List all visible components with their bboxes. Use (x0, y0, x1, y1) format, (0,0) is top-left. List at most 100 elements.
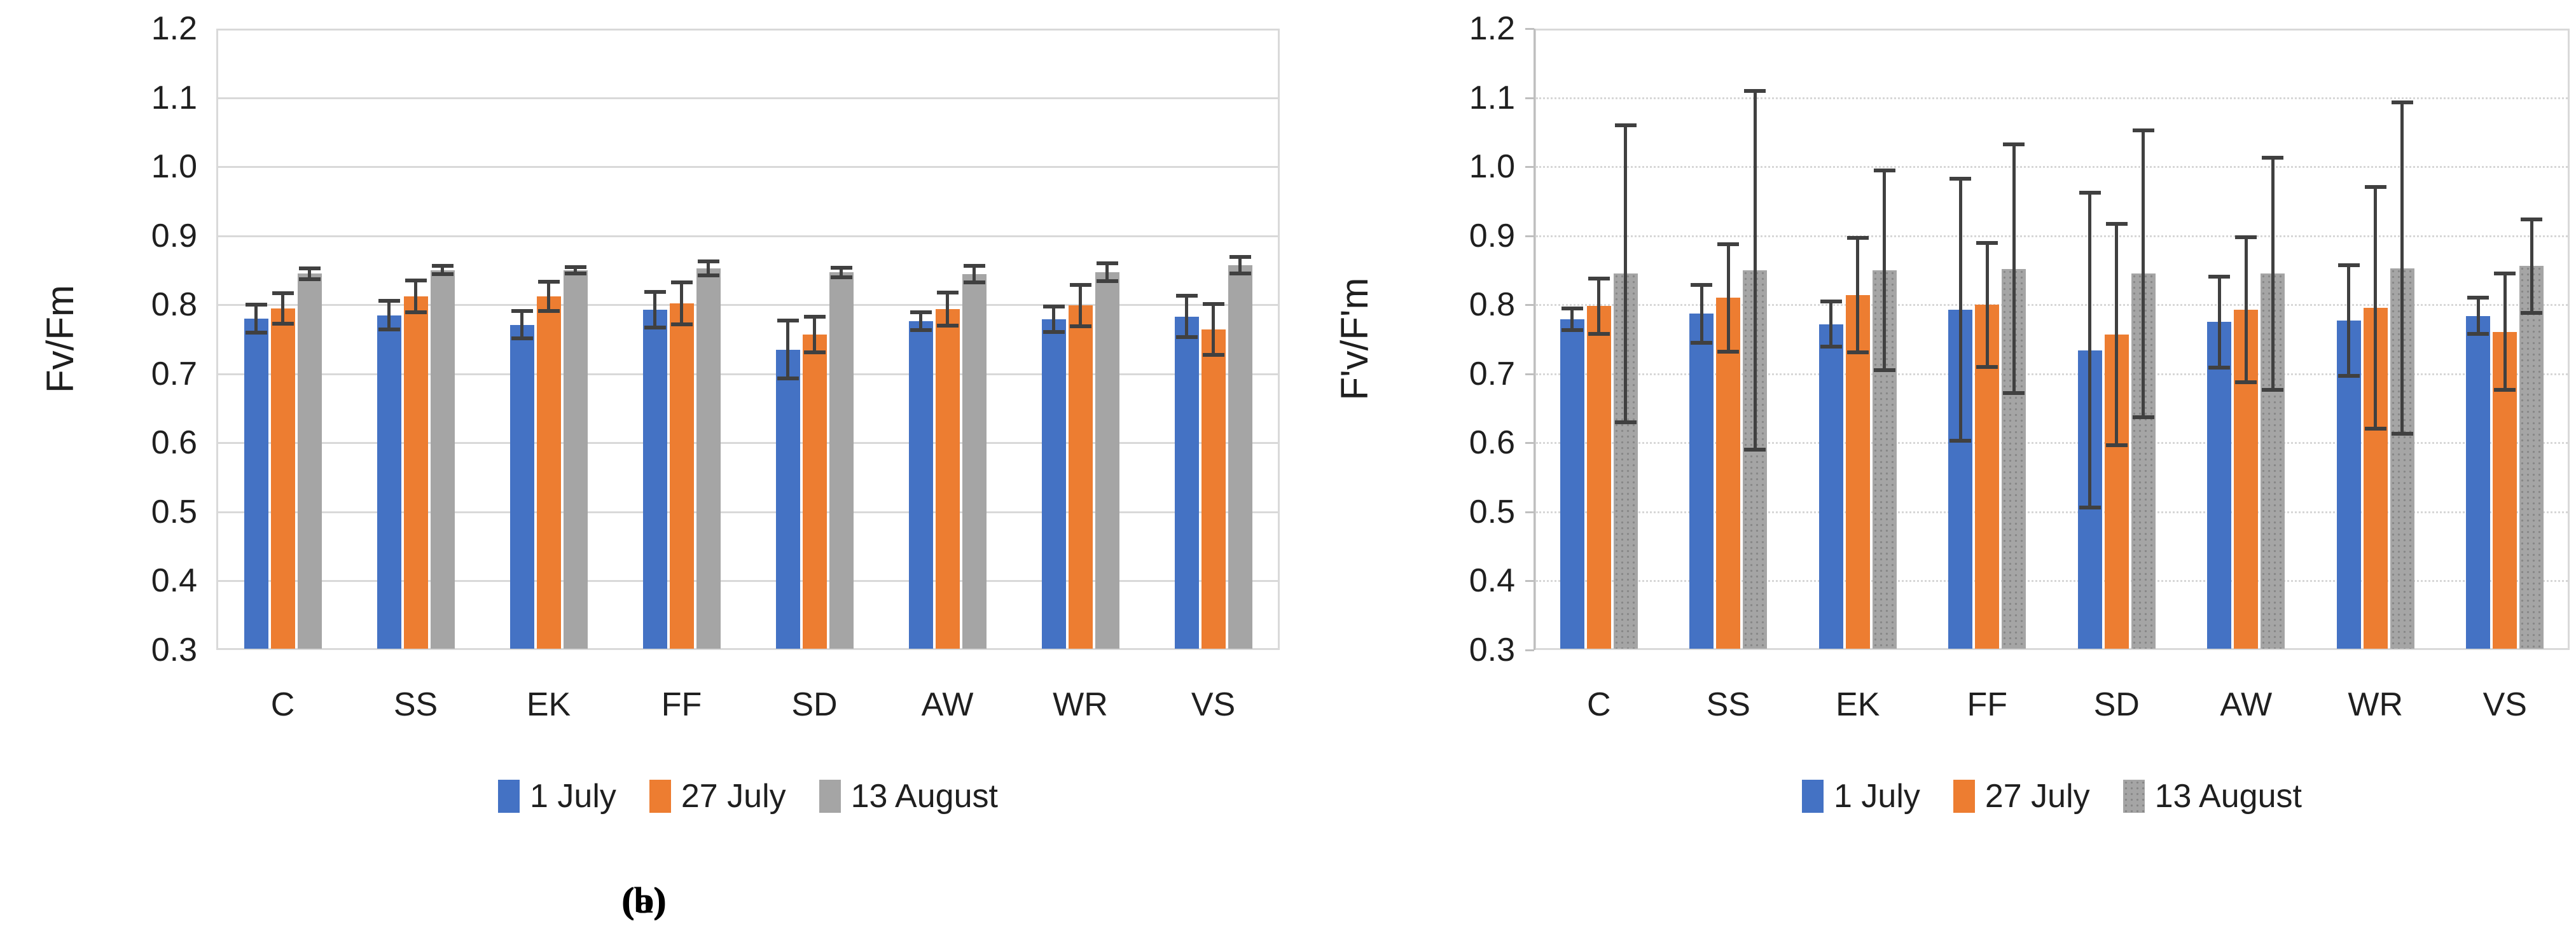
y-tick-label-b-1.1: 1.1 (1469, 79, 1515, 116)
error-bar-b-VS-1-July (2476, 298, 2480, 334)
error-cap-bottom-a-SS-0 (378, 328, 400, 332)
legend-swatch-a-1 (649, 780, 671, 813)
bar-a-WR-27-July (1068, 305, 1093, 649)
x-category-label-b-AW: AW (2220, 686, 2273, 723)
error-bar-b-WR-27-July (2374, 186, 2378, 429)
x-category-label-a-VS: VS (1191, 686, 1236, 723)
bar-a-WR-1-July (1041, 319, 1066, 649)
error-cap-top-a-WR-2 (1096, 261, 1118, 266)
error-bar-a-C-13-August (308, 268, 311, 280)
error-cap-top-a-SD-0 (777, 319, 799, 323)
error-cap-bottom-a-VS-1 (1202, 353, 1224, 357)
error-cap-top-a-SD-2 (830, 265, 852, 270)
y-tick-label-a-0.3: 0.3 (151, 632, 197, 668)
error-cap-top-a-FF-1 (670, 280, 693, 285)
error-cap-top-a-C-0 (245, 303, 267, 307)
legend-item-b-13-August: 13 August (2122, 777, 2302, 815)
y-tick-label-a-0.9: 0.9 (151, 217, 197, 254)
error-bar-a-SS-27-July (414, 280, 417, 313)
error-cap-top-a-EK-1 (537, 280, 560, 284)
legend-swatch-a-0 (498, 780, 520, 813)
bar-a-SD-13-August (829, 272, 854, 649)
legend-label-b-0: 1 July (1834, 778, 1920, 815)
error-bar-b-VS-13-August (2530, 219, 2533, 314)
gridline-a-0.9 (218, 235, 1278, 237)
error-cap-top-a-EK-0 (511, 308, 533, 313)
bar-a-SS-13-August (430, 270, 455, 649)
error-cap-bottom-a-SD-0 (777, 377, 799, 381)
error-bar-a-WR-1-July (1052, 307, 1055, 332)
bar-a-C-13-August (297, 273, 322, 649)
error-cap-top-b-SD-1 (2105, 222, 2128, 226)
error-bar-a-VS-13-August (1238, 257, 1242, 274)
bar-b-C-27-July (1586, 306, 1611, 649)
error-cap-top-a-SD-1 (803, 314, 826, 319)
y-tick-label-b-0.4: 0.4 (1469, 562, 1515, 600)
gridline-b-0.8 (1536, 304, 2568, 307)
error-cap-top-b-SS-1 (1717, 242, 1740, 246)
error-bar-a-EK-13-August (574, 266, 577, 274)
error-bar-a-FF-1-July (653, 291, 656, 328)
gridline-a-0.8 (218, 304, 1278, 307)
legend-a: 1 July 27 July 13 August (216, 777, 1280, 815)
bar-a-WR-13-August (1095, 272, 1119, 649)
error-cap-top-b-AW-1 (2235, 235, 2257, 239)
y-axis-tick-b-0.5 (1525, 511, 1534, 513)
y-axis-tick-b-1.0 (1525, 166, 1534, 169)
error-bar-b-SD-27-July (2115, 224, 2119, 445)
x-category-label-b-FF: FF (1967, 686, 2008, 723)
x-category-label-a-SS: SS (393, 686, 438, 723)
error-bar-b-SS-1-July (1700, 284, 1703, 343)
error-bar-a-AW-1-July (919, 312, 922, 331)
bar-a-FF-1-July (642, 309, 667, 649)
error-bar-a-WR-13-August (1105, 263, 1109, 282)
error-cap-bottom-a-VS-2 (1229, 272, 1251, 276)
x-category-label-b-WR: WR (2348, 686, 2404, 723)
error-cap-top-b-C-0 (1561, 306, 1583, 310)
error-cap-bottom-b-SD-1 (2105, 443, 2128, 447)
error-cap-top-a-AW-2 (963, 264, 985, 268)
y-axis-tick-b-0.4 (1525, 580, 1534, 583)
error-bar-a-C-27-July (281, 293, 284, 324)
error-cap-bottom-b-AW-0 (2208, 366, 2231, 370)
x-category-label-b-C: C (1586, 686, 1611, 723)
error-cap-bottom-a-WR-0 (1042, 329, 1065, 334)
error-cap-top-a-SS-0 (378, 298, 400, 303)
error-bar-b-EK-1-July (1829, 301, 1833, 347)
error-cap-bottom-a-C-0 (245, 330, 267, 335)
error-cap-top-b-EK-1 (1846, 235, 1869, 240)
x-category-label-a-SD: SD (791, 686, 838, 723)
error-cap-top-a-AW-0 (910, 310, 932, 315)
error-cap-bottom-b-FF-1 (1976, 364, 1998, 369)
error-bar-b-EK-13-August (1883, 170, 1887, 371)
gridline-b-0.4 (1536, 580, 2568, 583)
bar-a-FF-27-July (669, 303, 694, 649)
error-cap-bottom-b-SD-2 (2132, 415, 2154, 420)
gridline-a-0.4 (218, 580, 1278, 583)
bar-a-AW-27-July (935, 308, 960, 649)
error-cap-top-a-VS-0 (1175, 294, 1198, 298)
x-category-label-b-EK: EK (1836, 686, 1880, 723)
error-cap-bottom-b-SS-2 (1744, 448, 1766, 452)
error-cap-top-b-FF-1 (1976, 240, 1998, 245)
error-cap-bottom-b-C-0 (1561, 328, 1583, 333)
error-cap-bottom-b-EK-2 (1873, 368, 1895, 373)
error-cap-bottom-a-EK-0 (511, 336, 533, 341)
error-cap-bottom-b-EK-0 (1820, 345, 1842, 349)
error-bar-b-AW-27-July (2244, 237, 2248, 382)
y-tick-label-a-0.4: 0.4 (151, 562, 197, 600)
error-bar-a-SD-1-July (786, 321, 789, 379)
error-cap-bottom-b-FF-0 (1949, 439, 1972, 443)
error-bar-b-FF-13-August (2012, 144, 2016, 394)
error-cap-bottom-b-VS-2 (2521, 311, 2543, 315)
bar-a-VS-1-July (1174, 316, 1199, 649)
error-bar-a-AW-13-August (973, 266, 976, 283)
panel-caption-a: (a) (622, 880, 666, 921)
error-cap-top-b-WR-2 (2391, 100, 2413, 105)
error-cap-top-b-C-1 (1588, 276, 1610, 280)
error-bar-b-EK-27-July (1856, 237, 1860, 353)
x-category-label-a-EK: EK (526, 686, 571, 723)
bar-b-C-1-July (1560, 319, 1584, 649)
error-cap-bottom-b-AW-1 (2235, 380, 2257, 384)
